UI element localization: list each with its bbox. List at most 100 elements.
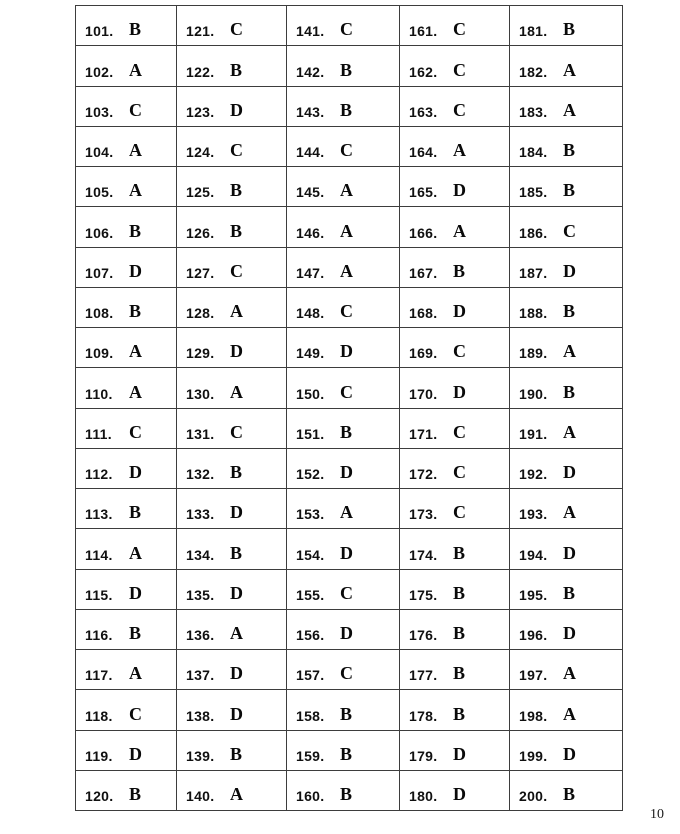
answer-cell: 128. A (177, 288, 286, 328)
question-number: 155. (296, 586, 325, 603)
answer-cell: 186. C (510, 207, 622, 248)
question-number: 134. (186, 546, 215, 563)
answer-letter: A (563, 99, 576, 120)
answer-letter: B (340, 99, 353, 120)
answer-letter: B (129, 301, 142, 321)
answer-column: 181. B 182. A 183. A 184. B 185. B 186. C 187. D 188. B… (510, 6, 622, 810)
answer-cell: 189. A (510, 328, 622, 369)
question-number: 197. (519, 667, 548, 684)
answer-letter: D (230, 703, 243, 724)
answer-letter: C (230, 421, 243, 442)
answer-letter: B (563, 582, 576, 603)
answer-letter: A (129, 59, 142, 80)
answer-cell: 158. B (287, 690, 399, 731)
question-number: 135. (186, 586, 215, 603)
answer-cell: 117. A (76, 650, 176, 691)
answer-letter: A (453, 220, 466, 241)
question-number: 154. (296, 546, 325, 563)
question-number: 148. (296, 305, 325, 321)
answer-letter: C (129, 421, 142, 442)
answer-letter: C (453, 59, 466, 80)
answer-letter: A (129, 542, 142, 563)
answer-cell: 130. A (177, 368, 286, 409)
question-number: 186. (519, 224, 548, 241)
answer-cell: 144. C (287, 127, 399, 167)
answer-letter: B (453, 260, 466, 281)
answer-letter: D (340, 462, 353, 482)
answer-cell: 120. B (76, 771, 176, 810)
answer-letter: D (453, 301, 466, 321)
answer-cell: 112. D (76, 449, 176, 489)
question-number: 184. (519, 144, 548, 160)
question-number: 183. (519, 103, 548, 120)
answer-letter: B (563, 140, 576, 160)
question-number: 180. (409, 788, 438, 804)
question-number: 108. (85, 305, 114, 321)
answer-cell: 134. B (177, 529, 286, 570)
answer-letter: B (453, 582, 466, 603)
question-number: 174. (409, 546, 438, 563)
question-number: 151. (296, 425, 325, 442)
question-number: 192. (519, 466, 548, 482)
question-number: 176. (409, 627, 438, 643)
answer-cell: 113. B (76, 489, 176, 530)
answer-cell: 143. B (287, 87, 399, 127)
answer-cell: 163. C (400, 87, 509, 127)
answer-letter: D (129, 260, 142, 281)
answer-cell: 141. C (287, 6, 399, 47)
answer-cell: 121. C (177, 6, 286, 47)
answer-cell: 126. B (177, 207, 286, 248)
answer-cell: 122. B (177, 46, 286, 87)
answer-cell: 150. C (287, 368, 399, 409)
answer-cell: 196. D (510, 610, 622, 650)
answer-cell: 193. A (510, 489, 622, 530)
answer-letter: B (453, 542, 466, 563)
question-number: 157. (296, 667, 325, 684)
answer-letter: C (340, 381, 353, 402)
answer-cell: 195. B (510, 570, 622, 610)
question-number: 137. (186, 667, 215, 684)
question-number: 149. (296, 345, 325, 362)
answer-letter: B (129, 784, 142, 804)
answer-letter: D (129, 462, 142, 482)
answer-cell: 199. D (510, 731, 622, 771)
answer-cell: 137. D (177, 650, 286, 691)
question-number: 101. (85, 23, 114, 40)
answer-cell: 178. B (400, 690, 509, 731)
answer-cell: 171. C (400, 409, 509, 449)
answer-cell: 184. B (510, 127, 622, 167)
answer-cell: 188. B (510, 288, 622, 328)
question-number: 128. (186, 305, 215, 321)
question-number: 119. (85, 747, 113, 764)
answer-cell: 197. A (510, 650, 622, 691)
question-number: 178. (409, 707, 438, 724)
answer-cell: 172. C (400, 449, 509, 489)
answer-cell: 127. C (177, 248, 286, 288)
question-number: 163. (409, 103, 438, 120)
answer-cell: 173. C (400, 489, 509, 530)
question-number: 129. (186, 345, 215, 362)
answer-cell: 105. A (76, 167, 176, 208)
answer-letter: D (340, 623, 353, 643)
answer-cell: 147. A (287, 248, 399, 288)
question-number: 191. (519, 425, 548, 442)
question-number: 112. (85, 466, 113, 482)
answer-cell: 166. A (400, 207, 509, 248)
answer-cell: 124. C (177, 127, 286, 167)
answer-letter: D (340, 542, 353, 563)
answer-letter: D (230, 502, 243, 523)
answer-letter: D (563, 623, 576, 643)
question-number: 185. (519, 184, 548, 201)
question-number: 117. (85, 667, 113, 684)
question-number: 166. (409, 224, 438, 241)
answer-letter: B (340, 703, 353, 724)
answer-letter: A (129, 381, 142, 402)
question-number: 132. (186, 466, 215, 482)
answer-letter: C (340, 19, 353, 40)
question-number: 193. (519, 506, 548, 523)
question-number: 122. (186, 63, 215, 80)
answer-letter: B (230, 220, 243, 241)
answer-cell: 138. D (177, 690, 286, 731)
answer-letter: D (453, 381, 466, 402)
question-number: 105. (85, 184, 114, 201)
